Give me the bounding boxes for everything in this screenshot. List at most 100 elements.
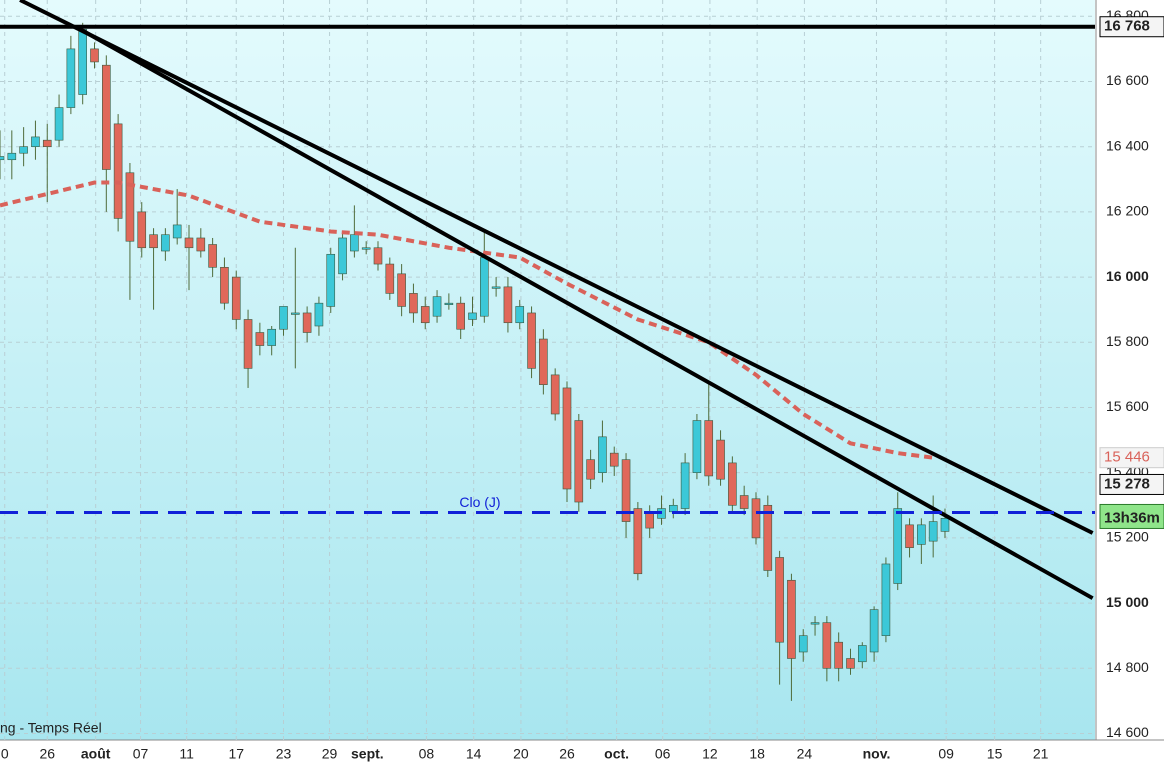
- x-tick-label: 21: [1033, 746, 1049, 762]
- candle-body: [314, 302, 324, 327]
- candle-body: [291, 312, 300, 315]
- candle-body: [905, 524, 914, 548]
- price-tag: [1099, 473, 1164, 495]
- candle-body: [928, 521, 938, 542]
- candle-body: [90, 48, 99, 63]
- candle-body: [338, 237, 347, 275]
- candle-body: [480, 257, 489, 317]
- candle-body: [598, 436, 607, 473]
- x-tick-label: 20: [513, 746, 529, 762]
- candle-body: [361, 247, 371, 250]
- candle-body: [385, 263, 395, 294]
- y-tick-label: 15 000: [1106, 594, 1149, 610]
- x-tick-label: 26: [559, 746, 575, 762]
- marks: [0, 0, 1095, 701]
- x-tick-label: sept.: [351, 746, 384, 762]
- y-tick-label: 15 200: [1106, 529, 1149, 545]
- candle-body: [609, 452, 619, 467]
- candle-body: [881, 563, 891, 636]
- candle-body: [397, 273, 406, 307]
- candle-body: [550, 374, 560, 415]
- candle-body: [763, 504, 773, 571]
- x-tick-label: 14: [466, 746, 482, 762]
- trendline: [19, 0, 1094, 535]
- x-tick-label: 06: [655, 746, 671, 762]
- candle-body: [846, 658, 855, 669]
- trendline: [80, 28, 1094, 600]
- candle-body: [527, 312, 536, 369]
- candle-body: [716, 439, 725, 480]
- candle-body: [751, 498, 761, 539]
- candle-body: [574, 420, 584, 503]
- candle-body: [739, 495, 749, 509]
- candle-body: [444, 302, 454, 305]
- y-tick-label: 15 800: [1106, 333, 1149, 349]
- candle-body: [420, 306, 430, 324]
- candle-body: [787, 579, 796, 659]
- candle-body: [125, 172, 135, 242]
- candle-body: [680, 462, 690, 509]
- price-tag-label: 15 278: [1104, 475, 1150, 492]
- candle-body: [456, 302, 465, 330]
- candle-body: [822, 622, 832, 669]
- candle-body: [102, 64, 111, 170]
- candle-body: [917, 524, 926, 545]
- level-name: Clo (J): [459, 494, 500, 510]
- candle-body: [42, 139, 52, 147]
- candle-body: [54, 107, 64, 141]
- candle-body: [137, 211, 147, 249]
- candle-body: [869, 609, 879, 653]
- candle-body: [491, 286, 501, 289]
- candle-body: [857, 645, 867, 663]
- candle-body: [231, 276, 241, 320]
- source-label: ng - Temps Réel: [0, 720, 102, 736]
- candle-body: [798, 635, 808, 653]
- candle-body: [633, 508, 643, 575]
- candle-body: [621, 459, 631, 522]
- grid: [0, 0, 1095, 740]
- x-tick-label: oct.: [604, 746, 629, 762]
- y-tick-label: 16 000: [1106, 268, 1149, 284]
- candle-body: [704, 420, 714, 477]
- candle-body: [78, 29, 87, 95]
- candle-body: [267, 328, 276, 346]
- x-tick-label: 12: [702, 746, 718, 762]
- candle-body: [432, 296, 442, 317]
- candle-body: [728, 462, 737, 506]
- y-tick-label: 15 600: [1106, 398, 1149, 414]
- candle-body: [539, 338, 548, 385]
- candle-body: [149, 234, 158, 249]
- moving-average: [0, 180, 934, 460]
- candle-body: [7, 152, 17, 161]
- candle-body: [243, 319, 253, 369]
- candle-body: [940, 518, 950, 532]
- candle-body: [172, 224, 182, 239]
- price-tag-label: 16 768: [1104, 18, 1150, 35]
- x-tick-label: août: [81, 746, 111, 762]
- price-tag: [1099, 16, 1164, 38]
- candle-body: [220, 267, 229, 304]
- ma-tag-label: 15 446: [1104, 449, 1150, 466]
- x-tick-label: 17: [228, 746, 244, 762]
- candle-body: [255, 332, 265, 346]
- y-tick-label: 14 600: [1106, 724, 1149, 740]
- candle-body: [161, 234, 170, 252]
- x-tick-label: 08: [419, 746, 435, 762]
- candle-body: [302, 312, 312, 333]
- candle-body: [208, 244, 217, 268]
- candle-body: [645, 511, 654, 529]
- candle-body: [279, 306, 288, 330]
- x-tick-label: 23: [276, 746, 292, 762]
- x-tick-label: nov.: [863, 746, 891, 762]
- candle-body: [373, 247, 383, 265]
- x-tick-label: 0: [1, 746, 9, 762]
- x-tick-label: 11: [179, 746, 194, 762]
- candle-body: [113, 123, 123, 219]
- candle-body: [31, 136, 40, 147]
- candle-body: [503, 286, 513, 324]
- candle-body: [468, 312, 477, 320]
- candle-body: [0, 156, 5, 161]
- x-tick-label: 26: [39, 746, 55, 762]
- candle-body: [184, 237, 194, 249]
